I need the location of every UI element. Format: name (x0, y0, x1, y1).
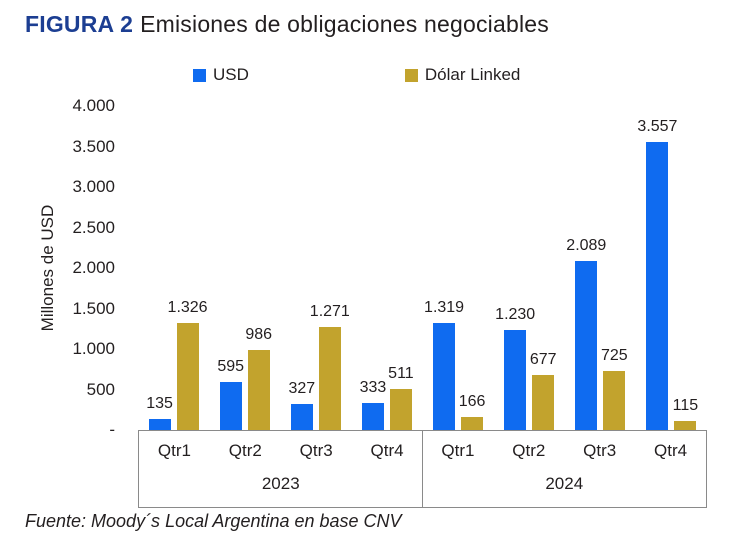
bar-wrap: 986 (245, 326, 272, 430)
usd-swatch-icon (193, 68, 206, 82)
y-axis-tick: 1.500 (72, 299, 115, 318)
bar-wrap: 595 (217, 358, 244, 430)
bar-dolar-linked (176, 323, 199, 430)
bar-usd (575, 261, 598, 430)
quarter-label: Qtr4 (654, 441, 688, 460)
bar-value-label: 115 (672, 397, 699, 414)
y-axis-tick: 500 (86, 380, 115, 399)
source-note: Fuente: Moody´s Local Argentina en base … (25, 511, 402, 531)
y-axis-tick: 3.000 (72, 177, 115, 196)
bar-usd (219, 382, 242, 430)
bar-wrap: 677 (530, 351, 557, 430)
bar-dolar-linked (674, 421, 697, 430)
bar-value-label: 166 (458, 393, 486, 410)
bar-wrap: 1.230 (495, 306, 535, 430)
bar-wrap: 2.089 (566, 237, 606, 430)
quarter-label: Qtr3 (299, 441, 333, 460)
bar-wrap: 333 (360, 379, 386, 430)
bar-value-label: 327 (288, 380, 316, 397)
y-axis-tick: - (109, 420, 115, 439)
chart-area: 135 1.326 595 986 327 1.271 333 511 1.319 166 1.23… (138, 106, 707, 430)
bar-dolar-linked (532, 375, 555, 430)
bar-wrap: 115 (673, 397, 698, 430)
page-title: FIGURA 2 Emisiones de obligaciones negoci… (25, 11, 549, 38)
legend-label-dolar-linked: Dólar Linked (424, 65, 521, 84)
bar-wrap: 3.557 (637, 118, 677, 430)
bar-dolar-linked (603, 371, 626, 430)
bar-series: 135 1.326 595 986 327 1.271 333 511 1.319 166 1.23… (138, 106, 707, 430)
bar-group: 1.319 166 (423, 299, 494, 430)
bar-value-label: 677 (529, 351, 557, 368)
y-axis-tick: 1.000 (72, 339, 115, 358)
bar-value-label: 1.271 (309, 303, 350, 320)
chart-legend: USD Dólar Linked (193, 65, 520, 85)
quarter-label: Qtr2 (228, 441, 262, 460)
bar-group: 333 511 (351, 365, 422, 430)
bar-wrap: 135 (146, 395, 173, 430)
bar-value-label: 595 (217, 358, 245, 375)
bar-usd (361, 403, 384, 430)
bar-wrap: 725 (601, 347, 628, 430)
bar-value-label: 1.319 (424, 299, 465, 316)
quarter-label-row: Qtr1 Qtr2 Qtr3 Qtr4 Qtr1 Qtr2 Qtr3 Qtr4 (139, 441, 706, 461)
quarter-label: Qtr2 (512, 441, 546, 460)
bar-group: 2.089 725 (565, 237, 636, 430)
bar-value-label: 986 (245, 326, 273, 343)
bar-group: 327 1.271 (280, 303, 351, 430)
x-axis-box: Qtr1 Qtr2 Qtr3 Qtr4 Qtr1 Qtr2 Qtr3 Qtr4 2023 202… (138, 430, 707, 508)
bar-wrap: 166 (459, 393, 485, 430)
bar-dolar-linked (247, 350, 270, 430)
y-axis-tick: 4.000 (72, 96, 115, 115)
bar-group: 595 986 (209, 326, 280, 430)
bar-usd (148, 419, 171, 430)
quarter-label: Qtr1 (441, 441, 475, 460)
bar-dolar-linked (318, 327, 341, 430)
y-axis-tick: 2.500 (72, 218, 115, 237)
year-label: 2023 (261, 474, 300, 493)
bar-dolar-linked (389, 389, 412, 430)
bar-wrap: 327 (288, 380, 315, 430)
bar-wrap: 1.319 (424, 299, 464, 430)
legend-item-dolar-linked: Dólar Linked (404, 65, 521, 85)
dolar-linked-swatch-icon (404, 68, 418, 82)
bar-value-label: 725 (600, 347, 628, 364)
bar-group: 1.230 677 (494, 306, 565, 430)
quarter-label: Qtr4 (370, 441, 404, 460)
figure-title-text: Emisiones de obligaciones negociables (140, 11, 549, 37)
quarter-label: Qtr1 (157, 441, 191, 460)
bar-usd (646, 142, 669, 430)
bar-value-label: 1.326 (167, 299, 208, 316)
bar-dolar-linked (461, 417, 484, 430)
figure-number: FIGURA 2 (25, 11, 134, 37)
bar-usd (504, 330, 527, 430)
bar-value-label: 333 (359, 379, 387, 396)
bar-group: 135 1.326 (138, 299, 209, 430)
y-axis-ticks: 4.000 3.500 3.000 2.500 2.000 1.500 1.000 500 - (35, 0, 115, 557)
bar-value-label: 511 (388, 365, 414, 382)
y-axis-tick: 2.000 (72, 258, 115, 277)
bar-wrap: 1.326 (168, 299, 208, 430)
bar-value-label: 1.230 (495, 306, 536, 323)
bar-usd (433, 323, 456, 430)
year-divider (421, 431, 424, 507)
year-label-row: 2023 2024 (139, 474, 706, 494)
quarter-label: Qtr3 (583, 441, 617, 460)
legend-item-usd: USD (193, 65, 249, 85)
bar-value-label: 3.557 (637, 118, 678, 135)
year-label: 2024 (545, 474, 584, 493)
bar-value-label: 2.089 (566, 237, 607, 254)
bar-value-label: 135 (146, 395, 173, 412)
y-axis-tick: 3.500 (72, 137, 115, 156)
bar-group: 3.557 115 (636, 118, 707, 430)
bar-usd (290, 404, 313, 430)
bar-wrap: 1.271 (310, 303, 350, 430)
legend-label-usd: USD (213, 65, 249, 84)
bar-wrap: 511 (388, 365, 414, 430)
